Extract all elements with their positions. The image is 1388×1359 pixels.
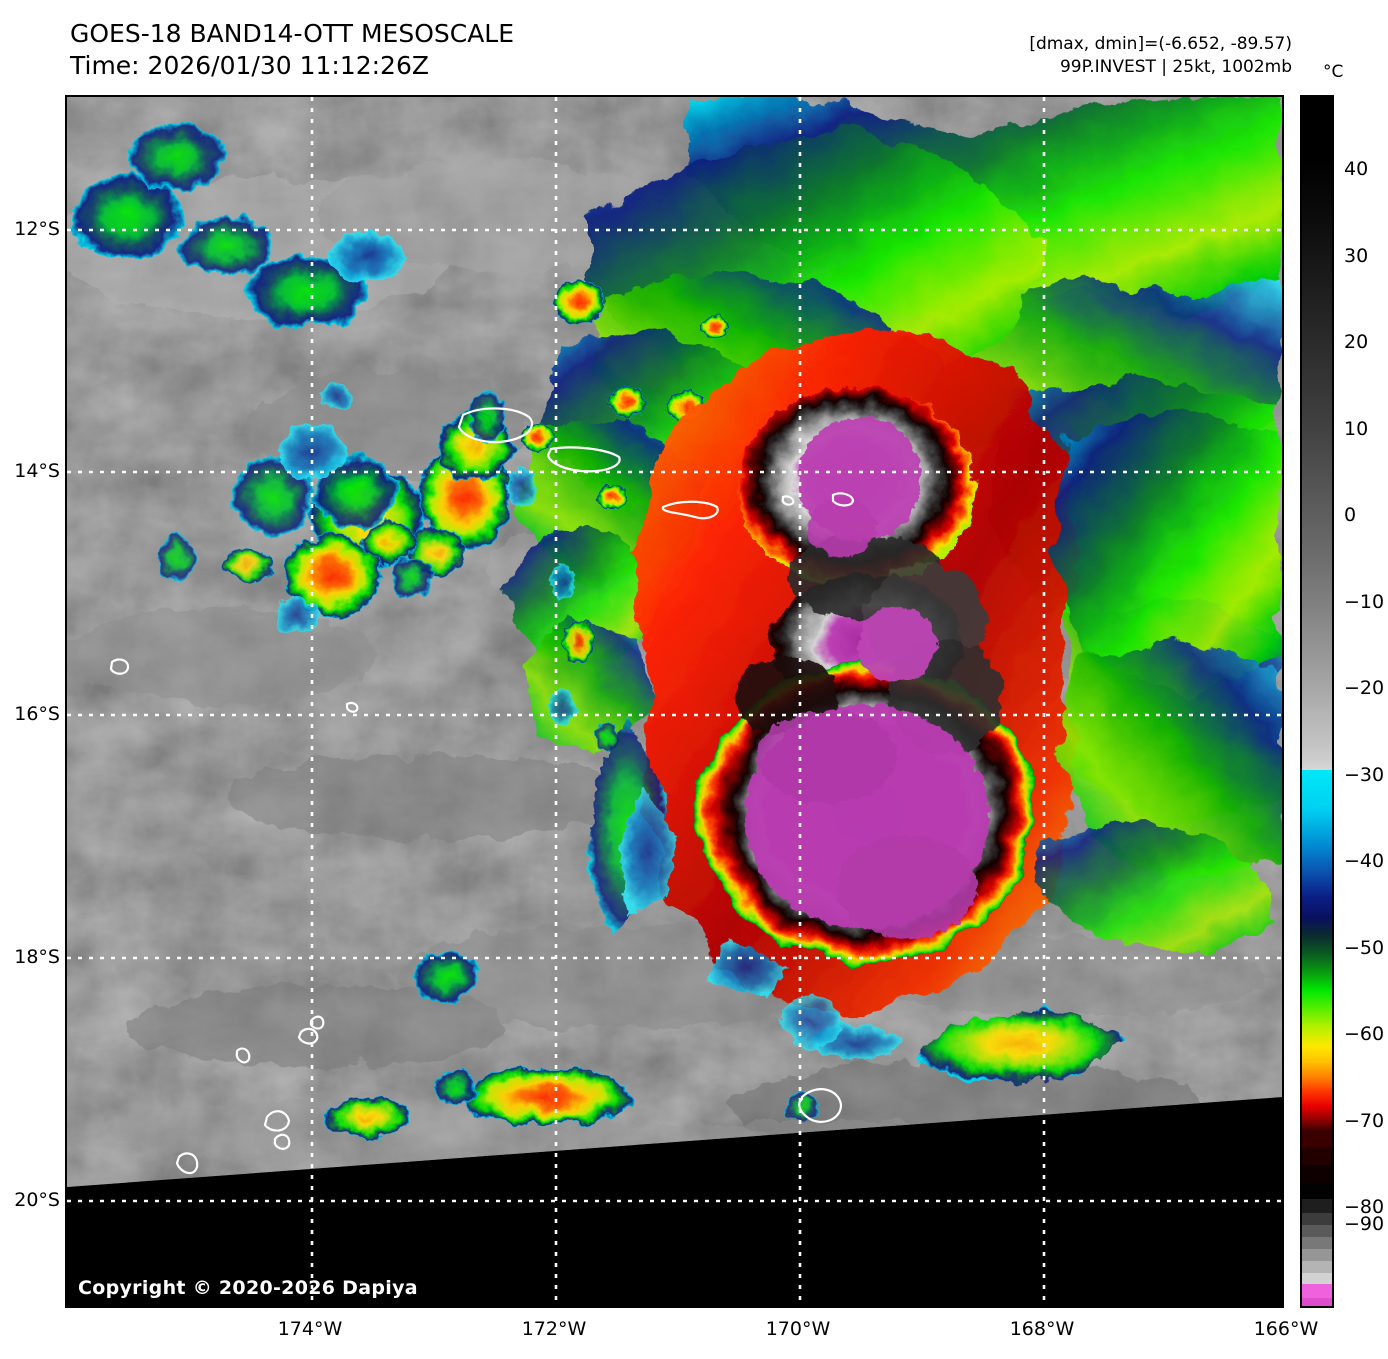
x-tick-label: 172°W [521,1318,587,1340]
page-title: GOES-18 BAND14-OTT MESOSCALE [70,19,515,48]
y-tick-label: 18°S [14,946,60,968]
colorbar-tick-label: −60 [1344,1023,1385,1045]
graticule [67,97,1282,1306]
x-tick-label: 174°W [277,1318,343,1340]
y-tick-label: 16°S [14,703,60,725]
colorbar-tick-label: 30 [1344,245,1369,267]
colorbar-tick-label: −90 [1344,1213,1385,1235]
y-tick-label: 20°S [14,1189,60,1211]
satellite-image-plot[interactable] [65,95,1284,1308]
colorbar-tick-label: −70 [1344,1110,1385,1132]
metadata-block: [dmax, dmin]=(-6.652, -89.57) 99P.INVEST… [1029,33,1292,79]
colorbar-tick-label: −50 [1344,937,1385,959]
colorbar[interactable] [1300,95,1334,1308]
imagery-layer [67,97,1282,1306]
colorbar-tick-label: 40 [1344,158,1369,180]
colorbar-tick-label: 10 [1344,418,1369,440]
copyright-label: Copyright © 2020-2026 Dapiya [78,1277,418,1299]
colorbar-tick-label: 20 [1344,331,1369,353]
x-tick-label: 170°W [765,1318,831,1340]
colorbar-gradient [1302,97,1332,1306]
colorbar-tick-label: −30 [1344,764,1385,786]
satellite-imagery-svg [67,97,1282,1306]
colorbar-tick-label: −40 [1344,850,1385,872]
coastline-outlines [109,407,855,1175]
y-tick-label: 12°S [14,218,60,240]
colorbar-tick-label: −10 [1344,591,1385,613]
storm-info-label: 99P.INVEST | 25kt, 1002mb [1059,57,1292,77]
x-tick-label: 166°W [1253,1318,1319,1340]
y-tick-label: 14°S [14,460,60,482]
timestamp-label: Time: 2026/01/30 11:12:26Z [70,51,429,80]
dmax-dmin-label: [dmax, dmin]=(-6.652, -89.57) [1029,34,1292,54]
colorbar-tick-label: −20 [1344,677,1385,699]
colorbar-tick-label: 0 [1344,504,1357,526]
colorbar-tick-label: −80 [1344,1196,1385,1218]
colorbar-unit-label: °C [1323,62,1344,82]
title-block: GOES-18 BAND14-OTT MESOSCALE Time: 2026/… [70,18,770,82]
x-tick-label: 168°W [1009,1318,1075,1340]
